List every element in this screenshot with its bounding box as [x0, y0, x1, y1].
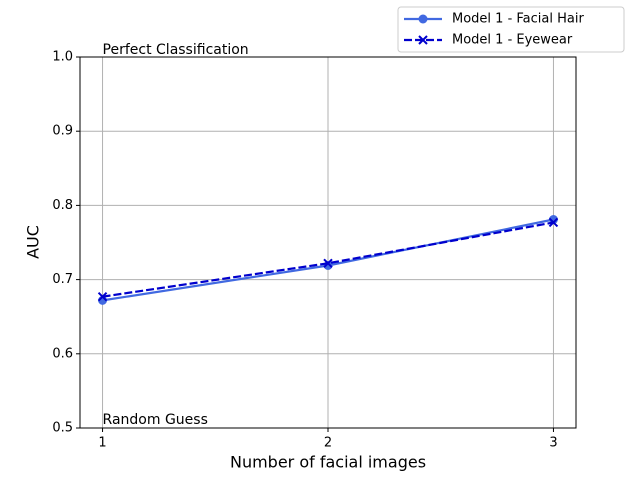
marker	[548, 214, 558, 224]
y-axis-label: AUC	[24, 225, 43, 259]
marker	[548, 217, 559, 228]
legend-marker	[418, 35, 428, 45]
annotation: Perfect Classification	[103, 42, 249, 58]
marker	[323, 258, 333, 268]
annotation: Random Guess	[103, 412, 208, 428]
y-tick-label: 1.0	[52, 50, 73, 65]
x-tick-label: 2	[324, 436, 332, 451]
legend-box	[397, 6, 625, 53]
marker	[97, 291, 108, 302]
legend-marker	[418, 14, 428, 24]
x-tick-label: 3	[549, 436, 557, 451]
y-tick-label: 0.9	[52, 124, 73, 139]
y-tick-label: 0.6	[52, 346, 73, 361]
y-tick-label: 0.7	[52, 272, 73, 287]
legend-label: Model 1 - Facial Hair	[452, 12, 584, 27]
legend-label: Model 1 - Eyewear	[452, 33, 573, 48]
legend: Model 1 - Facial Hair Model 1 - Eyewear	[397, 6, 625, 53]
x-tick-label: 1	[98, 436, 106, 451]
y-tick-label: 0.8	[52, 198, 73, 213]
y-tick-label: 0.5	[52, 421, 73, 436]
x-axis-label: Number of facial images	[230, 453, 426, 472]
plot-frame	[79, 56, 577, 429]
